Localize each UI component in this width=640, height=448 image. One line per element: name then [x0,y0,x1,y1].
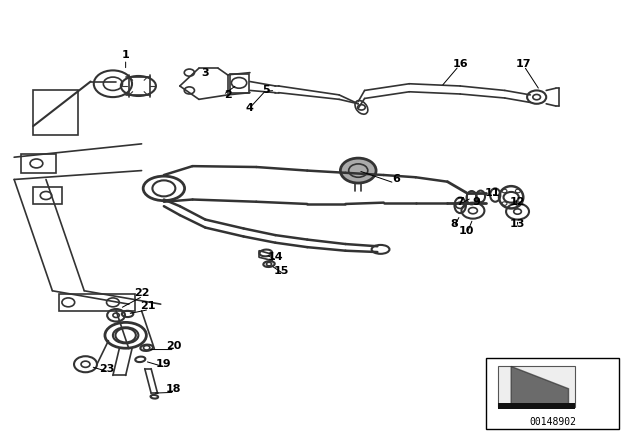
Text: 8: 8 [450,219,458,229]
Bar [33,90,78,135]
Text: 23: 23 [99,364,114,374]
Text: 2: 2 [224,90,232,100]
Bar [20,154,56,173]
Text: 16: 16 [452,59,468,69]
Text: 6: 6 [392,174,401,185]
Text: 12: 12 [510,197,525,207]
Circle shape [340,158,376,183]
Bar [59,294,135,311]
Text: 19: 19 [156,359,172,369]
Text: 22: 22 [134,288,149,298]
Text: 20: 20 [166,341,181,351]
Text: 11: 11 [484,188,500,198]
Text: 00148902: 00148902 [529,417,576,426]
Text: 1: 1 [122,50,129,60]
Text: 5: 5 [262,86,269,95]
Text: 14: 14 [268,252,284,263]
Bar [230,74,248,93]
Text: 21: 21 [140,302,156,311]
Bar [486,358,620,429]
Text: 3: 3 [202,68,209,78]
Text: 9: 9 [472,197,480,207]
Text: 15: 15 [274,266,289,276]
Polygon shape [511,366,568,406]
Bar [33,187,62,204]
Text: 18: 18 [166,384,181,394]
Bar [499,404,575,409]
Text: 17: 17 [516,59,532,69]
Text: 7: 7 [456,197,464,207]
Text: 13: 13 [510,219,525,229]
Bar [499,366,575,406]
Text: 10: 10 [459,226,474,236]
Text: 4: 4 [246,103,254,113]
